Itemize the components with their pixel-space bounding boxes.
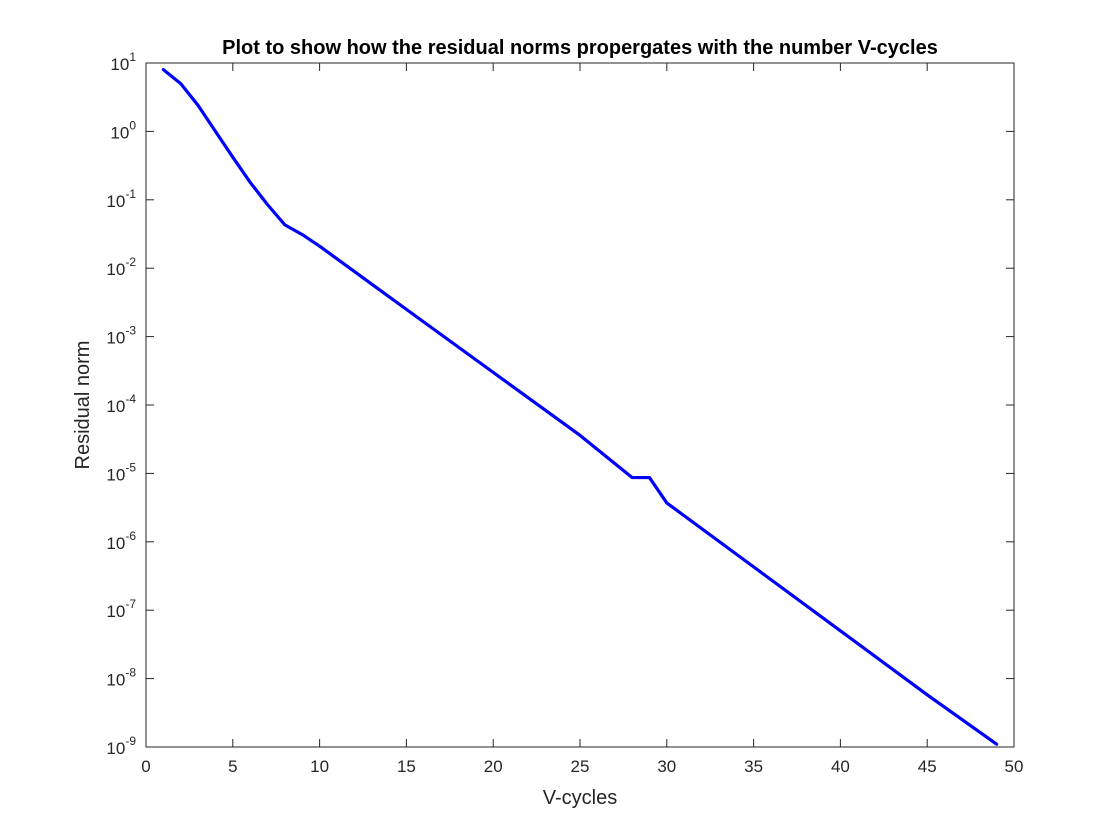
x-tick-label: 45 xyxy=(918,757,937,776)
y-tick-label: 10-7 xyxy=(106,597,136,621)
x-axis-ticks: 0 5 10 15 20 25 30 35 40 45 50 xyxy=(141,63,1023,776)
plot-background xyxy=(146,63,1014,747)
x-tick-label: 15 xyxy=(397,757,416,776)
x-tick-label: 40 xyxy=(831,757,850,776)
y-tick-label: 10-9 xyxy=(106,734,136,758)
y-tick-base: 10 xyxy=(106,739,125,758)
x-tick-label: 10 xyxy=(310,757,329,776)
y-tick-base: 10 xyxy=(110,55,129,74)
y-tick-base: 10 xyxy=(106,671,125,690)
x-axis-label: V-cycles xyxy=(543,787,617,809)
y-tick-exponent: 0 xyxy=(129,118,136,132)
x-tick-label: 5 xyxy=(228,757,237,776)
y-tick-base: 10 xyxy=(106,465,125,484)
plot-frame xyxy=(145,62,1015,748)
y-tick-base: 10 xyxy=(106,192,125,211)
y-tick-base: 10 xyxy=(106,602,125,621)
y-tick-exponent: -3 xyxy=(125,324,136,338)
chart-title: Plot to show how the residual norms prop… xyxy=(222,37,938,59)
y-tick-label: 10-8 xyxy=(106,666,136,690)
y-tick-base: 10 xyxy=(106,534,125,553)
y-tick-label: 10-5 xyxy=(106,460,136,484)
y-tick-label: 101 xyxy=(110,50,136,74)
y-tick-base: 10 xyxy=(110,123,129,142)
y-tick-label: 10-2 xyxy=(106,255,136,279)
x-tick-label: 0 xyxy=(141,757,150,776)
y-tick-base: 10 xyxy=(106,260,125,279)
y-tick-exponent: -5 xyxy=(125,460,136,474)
y-tick-label: 10-4 xyxy=(106,392,136,416)
y-tick-base: 10 xyxy=(106,397,125,416)
series-line xyxy=(161,68,999,746)
y-tick-exponent: -2 xyxy=(125,255,136,269)
y-tick-label: 10-6 xyxy=(106,529,136,553)
y-tick-base: 10 xyxy=(106,329,125,348)
y-tick-exponent: -8 xyxy=(125,666,136,680)
y-tick-exponent: -4 xyxy=(125,392,136,406)
y-tick-exponent: -6 xyxy=(125,529,136,543)
y-tick-label: 100 xyxy=(110,118,136,142)
y-tick-exponent: 1 xyxy=(129,50,136,64)
y-tick-exponent: -9 xyxy=(125,734,136,748)
y-tick-exponent: -1 xyxy=(125,187,136,201)
y-axis-label: Residual norm xyxy=(72,341,94,470)
x-tick-label: 20 xyxy=(484,757,503,776)
x-tick-label: 25 xyxy=(571,757,590,776)
y-axis-ticks: 10-910-810-710-610-510-410-310-210-11001… xyxy=(106,50,1014,758)
y-tick-label: 10-3 xyxy=(106,324,136,348)
y-tick-exponent: -7 xyxy=(125,597,136,611)
y-tick-label: 10-1 xyxy=(106,187,136,211)
x-tick-label: 35 xyxy=(744,757,763,776)
x-tick-label: 30 xyxy=(657,757,676,776)
x-tick-label: 50 xyxy=(1005,757,1024,776)
